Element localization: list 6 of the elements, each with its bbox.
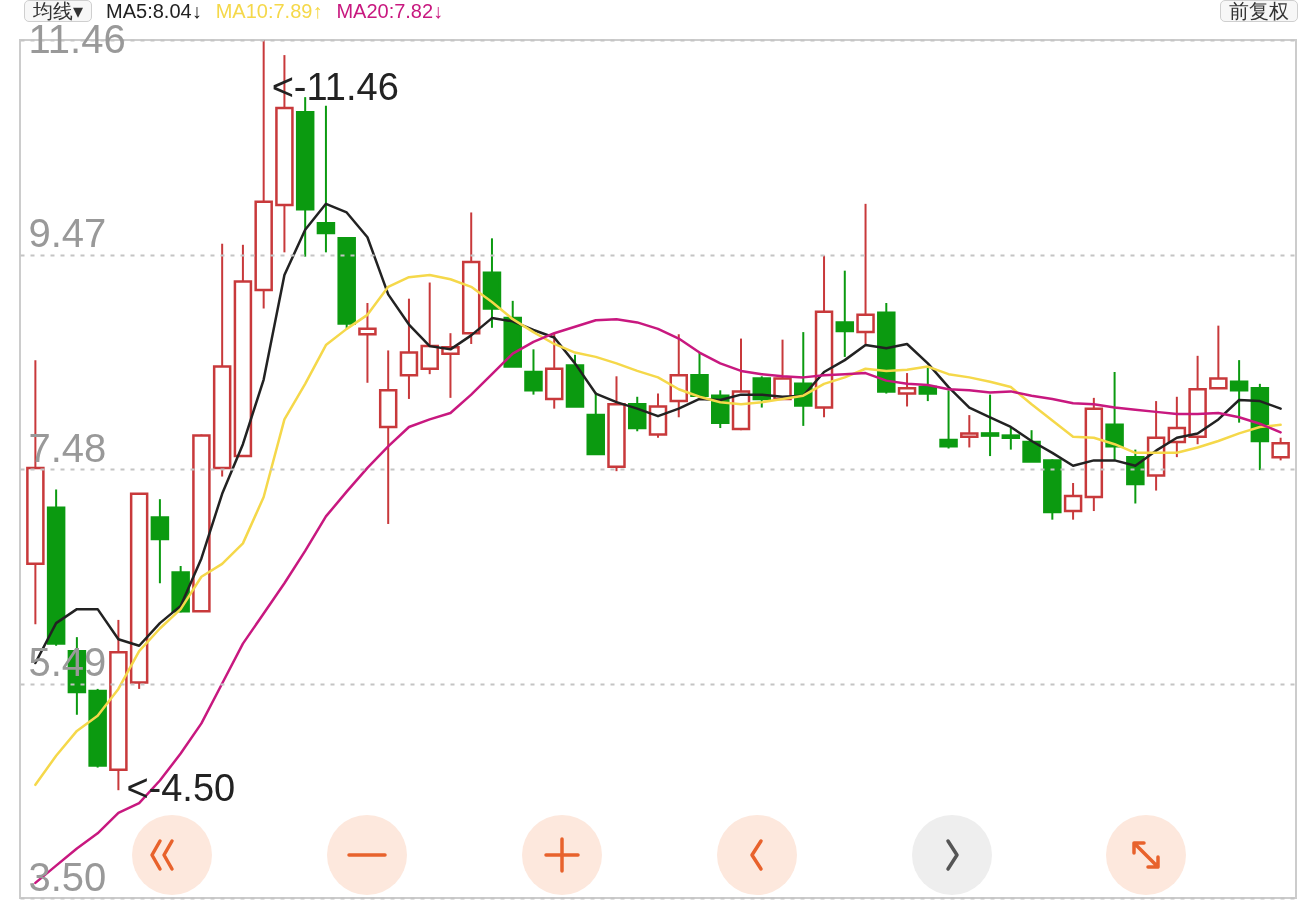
text: MA20:7.82↓ [336, 0, 444, 23]
text: 前复权 [1220, 0, 1298, 22]
text: MA5:8.04↓ [106, 0, 202, 23]
y-tick-label: 3.50 [28, 854, 107, 899]
text: MA10:7.89↑ [215, 0, 323, 23]
y-tick-label: 9.47 [28, 211, 107, 255]
